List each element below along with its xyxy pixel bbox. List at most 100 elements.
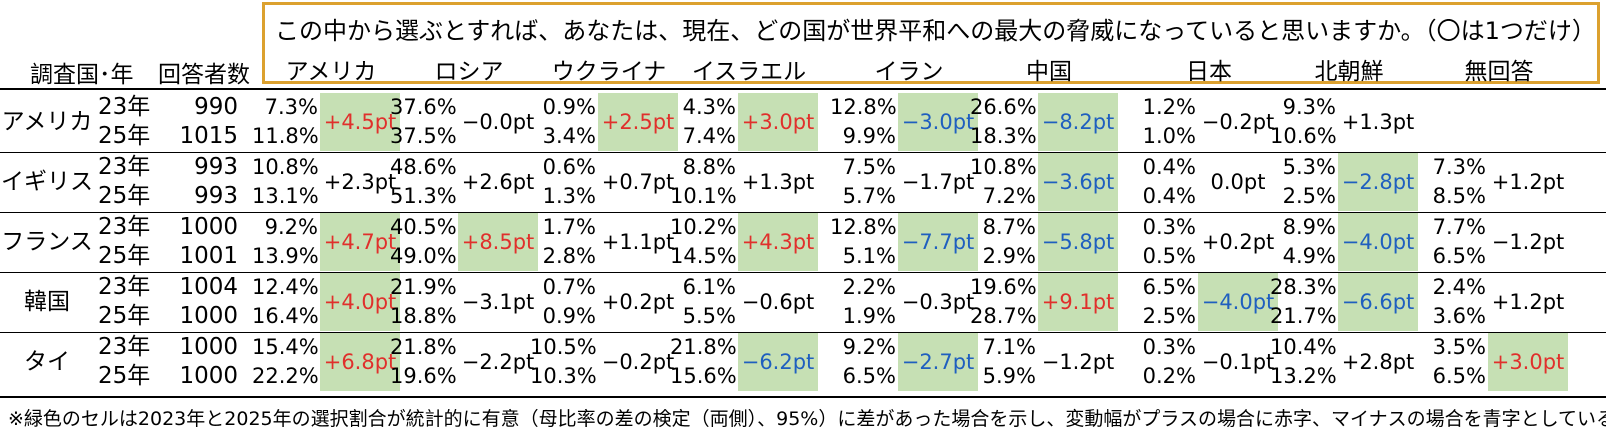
change-cell: +3.0pt bbox=[1488, 333, 1568, 391]
value-2025: 51.3% bbox=[390, 184, 457, 208]
change-cell: −0.3pt bbox=[901, 290, 975, 314]
change-cell: +6.8pt bbox=[320, 333, 400, 391]
value-2023: 0.9% bbox=[542, 95, 596, 119]
year-label: 23年 bbox=[98, 274, 151, 300]
value-2025: 10.1% bbox=[670, 184, 737, 208]
value-2023: 12.4% bbox=[252, 275, 319, 299]
change-cell: −6.2pt bbox=[738, 333, 818, 391]
value-2023: 37.6% bbox=[390, 95, 457, 119]
change-cell: +1.2pt bbox=[1491, 290, 1565, 314]
value-2023: 15.4% bbox=[252, 335, 319, 359]
value-2025: 13.1% bbox=[252, 184, 319, 208]
value-2023: 6.5% bbox=[1142, 275, 1196, 299]
year-label: 23年 bbox=[98, 94, 151, 120]
value-2023: 7.1% bbox=[982, 335, 1036, 359]
change-cell: +2.3pt bbox=[323, 170, 397, 194]
column-header-6: 中国 bbox=[1026, 59, 1072, 85]
table-header-line bbox=[0, 88, 1606, 90]
value-2025: 8.5% bbox=[1432, 184, 1486, 208]
change-cell: −2.8pt bbox=[1338, 153, 1418, 211]
value-2025: 6.5% bbox=[1432, 244, 1486, 268]
value-2025: 0.9% bbox=[542, 304, 596, 328]
respondent-count: 993 bbox=[194, 183, 238, 209]
row-divider bbox=[0, 332, 1606, 333]
column-header-1: アメリカ bbox=[285, 59, 377, 85]
value-2023: 21.8% bbox=[390, 335, 457, 359]
value-2025: 5.5% bbox=[682, 304, 736, 328]
value-2025: 18.3% bbox=[970, 124, 1037, 148]
value-2025: 22.2% bbox=[252, 364, 319, 388]
value-2025: 18.8% bbox=[390, 304, 457, 328]
change-cell: +0.7pt bbox=[601, 170, 675, 194]
change-cell: −1.2pt bbox=[1491, 230, 1565, 254]
value-2025: 5.1% bbox=[842, 244, 896, 268]
value-2025: 10.3% bbox=[530, 364, 597, 388]
change-cell: −4.0pt bbox=[1338, 213, 1418, 271]
country-name: アメリカ bbox=[1, 109, 93, 135]
header-respondents: 回答者数 bbox=[158, 62, 250, 88]
change-cell: −4.0pt bbox=[1198, 273, 1278, 331]
value-2023: 10.2% bbox=[670, 215, 737, 239]
column-header-9: 無回答 bbox=[1464, 59, 1534, 85]
change-cell: +4.0pt bbox=[320, 273, 400, 331]
value-2025: 4.9% bbox=[1282, 244, 1336, 268]
change-cell: −7.7pt bbox=[898, 213, 978, 271]
value-2023: 7.7% bbox=[1432, 215, 1486, 239]
change-cell: +9.1pt bbox=[1038, 273, 1118, 331]
value-2025: 0.5% bbox=[1142, 244, 1196, 268]
year-label: 23年 bbox=[98, 154, 151, 180]
change-cell: −3.1pt bbox=[461, 290, 535, 314]
value-2025: 10.6% bbox=[1270, 124, 1337, 148]
change-cell: −0.0pt bbox=[461, 110, 535, 134]
value-2025: 2.5% bbox=[1282, 184, 1336, 208]
change-cell: +0.2pt bbox=[1201, 230, 1275, 254]
value-2023: 19.6% bbox=[970, 275, 1037, 299]
value-2025: 49.0% bbox=[390, 244, 457, 268]
value-2023: 10.8% bbox=[252, 155, 319, 179]
value-2025: 37.5% bbox=[390, 124, 457, 148]
value-2023: 8.7% bbox=[982, 215, 1036, 239]
value-2025: 13.2% bbox=[1270, 364, 1337, 388]
change-cell: −0.6pt bbox=[741, 290, 815, 314]
value-2023: 0.3% bbox=[1142, 335, 1196, 359]
value-2023: 21.8% bbox=[670, 335, 737, 359]
change-cell: +2.8pt bbox=[1341, 350, 1415, 374]
value-2025: 1.3% bbox=[542, 184, 596, 208]
value-2025: 5.7% bbox=[842, 184, 896, 208]
value-2023: 0.3% bbox=[1142, 215, 1196, 239]
value-2025: 9.9% bbox=[842, 124, 896, 148]
value-2023: 9.3% bbox=[1282, 95, 1336, 119]
change-cell: +4.7pt bbox=[320, 213, 400, 271]
table-bottom-line bbox=[0, 396, 1606, 398]
value-2023: 0.6% bbox=[542, 155, 596, 179]
value-2025: 7.4% bbox=[682, 124, 736, 148]
value-2023: 4.3% bbox=[682, 95, 736, 119]
change-cell: 0.0pt bbox=[1210, 170, 1266, 194]
respondent-count: 1000 bbox=[179, 303, 238, 329]
country-name: フランス bbox=[1, 229, 93, 255]
change-cell: −0.1pt bbox=[1201, 350, 1275, 374]
value-2023: 7.3% bbox=[1432, 155, 1486, 179]
change-cell: −0.2pt bbox=[601, 350, 675, 374]
change-cell: +1.1pt bbox=[601, 230, 675, 254]
change-cell: −3.0pt bbox=[898, 93, 978, 151]
value-2025: 21.7% bbox=[1270, 304, 1337, 328]
value-2025: 5.9% bbox=[982, 364, 1036, 388]
respondent-count: 993 bbox=[194, 154, 238, 180]
change-cell: +4.5pt bbox=[320, 93, 400, 151]
value-2023: 10.4% bbox=[1270, 335, 1337, 359]
value-2025: 28.7% bbox=[970, 304, 1037, 328]
year-label: 25年 bbox=[98, 123, 151, 149]
value-2025: 0.4% bbox=[1142, 184, 1196, 208]
column-header-5: イラン bbox=[874, 59, 944, 85]
row-divider bbox=[0, 152, 1606, 153]
change-cell: +1.2pt bbox=[1491, 170, 1565, 194]
country-name: イギリス bbox=[1, 169, 93, 195]
footnote: ※緑色のセルは2023年と2025年の選択割合が統計的に有意（母比率の差の検定（… bbox=[8, 408, 1606, 430]
year-label: 23年 bbox=[98, 334, 151, 360]
change-cell: −6.6pt bbox=[1338, 273, 1418, 331]
value-2025: 16.4% bbox=[252, 304, 319, 328]
value-2025: 11.8% bbox=[252, 124, 319, 148]
change-cell: −0.2pt bbox=[1201, 110, 1275, 134]
question-text: この中から選ぶとすれば、あなたは、現在、どの国が世界平和への最大の脅威になってい… bbox=[275, 17, 1596, 45]
